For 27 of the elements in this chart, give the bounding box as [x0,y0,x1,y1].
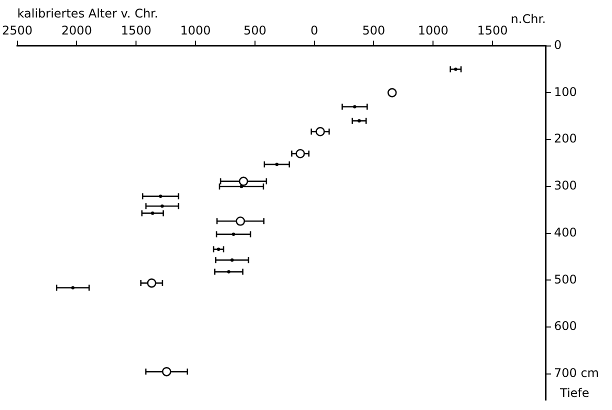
x-tick-label: 0 [310,24,318,38]
x-tick-label: 500 [243,24,266,38]
x-tick-label: 1000 [180,24,211,38]
y-tick-label: 0 [554,38,562,52]
y-tick-label: 700 cm [554,366,600,380]
y-tick-label: 400 [554,225,577,240]
point [387,88,397,98]
y-tick-label: 200 [554,132,577,146]
x-axis-title: kalibriertes Alter v. Chr. [17,6,158,20]
x-tick-label: 1000 [418,24,448,38]
point [162,367,172,376]
x-tick-label: 1500 [120,24,152,38]
x-tick-label: 2000 [61,24,92,38]
y-axis-title: Tiefe [558,386,590,400]
point [147,278,156,288]
x-tick-label: 2500 [2,24,33,38]
x-tick-label: 500 [362,24,386,38]
y-tick-label: 500 [554,272,577,286]
x-tick-label: 1500 [477,24,508,38]
point [296,148,305,158]
point [238,176,248,186]
y-tick-label: 300 [554,178,577,193]
y-tick-label: 100 [554,84,577,99]
point [316,126,325,136]
text: n.Chr. [510,12,546,26]
y-tick-label: 600 [554,319,577,334]
point [236,216,246,226]
